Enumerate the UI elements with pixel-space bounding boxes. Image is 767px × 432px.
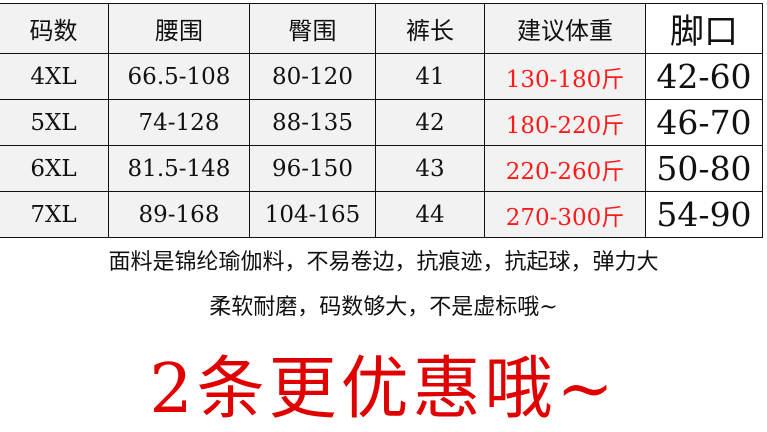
cell-size: 7XL <box>0 191 109 238</box>
cell-waist: 74-128 <box>108 99 250 146</box>
cell-size: 5XL <box>0 99 109 146</box>
table-row: 4XL 66.5-108 80-120 41 130-180斤 42-60 <box>0 53 763 100</box>
cell-weight: 270-300斤 <box>484 191 646 238</box>
cell-waist: 66.5-108 <box>108 53 250 100</box>
cell-length: 42 <box>375 99 485 146</box>
table-row: 5XL 74-128 88-135 42 180-220斤 46-70 <box>0 99 763 146</box>
cell-size: 6XL <box>0 145 109 192</box>
cell-hem: 50-80 <box>645 145 763 192</box>
cell-hip: 104-165 <box>249 191 376 238</box>
cell-weight: 180-220斤 <box>484 99 646 146</box>
cell-hem: 54-90 <box>645 191 763 238</box>
cell-length: 41 <box>375 53 485 100</box>
cell-hip: 80-120 <box>249 53 376 100</box>
cell-size: 4XL <box>0 53 109 100</box>
header-size: 码数 <box>0 3 109 54</box>
cell-length: 43 <box>375 145 485 192</box>
cell-weight: 130-180斤 <box>484 53 646 100</box>
cell-length: 44 <box>375 191 485 238</box>
description-line-2: 柔软耐磨，码数够大，不是虚标哦~ <box>209 295 558 320</box>
header-hem: 脚口 <box>645 3 763 54</box>
cell-weight: 220-260斤 <box>484 145 646 192</box>
size-chart-table: 码数 腰围 臀围 裤长 建议体重 脚口 4XL 66.5-108 80-120 … <box>0 3 763 238</box>
table-row: 7XL 89-168 104-165 44 270-300斤 54-90 <box>0 191 763 238</box>
cell-hem: 42-60 <box>645 53 763 100</box>
description-line-1: 面料是锦纶瑜伽料，不易卷边，抗痕迹，抗起球，弹力大 <box>108 250 659 275</box>
cell-waist: 89-168 <box>108 191 250 238</box>
header-weight: 建议体重 <box>484 3 646 54</box>
header-row: 码数 腰围 臀围 裤长 建议体重 脚口 <box>0 3 763 54</box>
promo-text: 2条更优惠哦~ <box>149 350 618 429</box>
header-waist: 腰围 <box>108 3 250 54</box>
cell-waist: 81.5-148 <box>108 145 250 192</box>
cell-hip: 88-135 <box>249 99 376 146</box>
header-hip: 臀围 <box>249 3 376 54</box>
cell-hem: 46-70 <box>645 99 763 146</box>
cell-hip: 96-150 <box>249 145 376 192</box>
table-row: 6XL 81.5-148 96-150 43 220-260斤 50-80 <box>0 145 763 192</box>
header-length: 裤长 <box>375 3 485 54</box>
